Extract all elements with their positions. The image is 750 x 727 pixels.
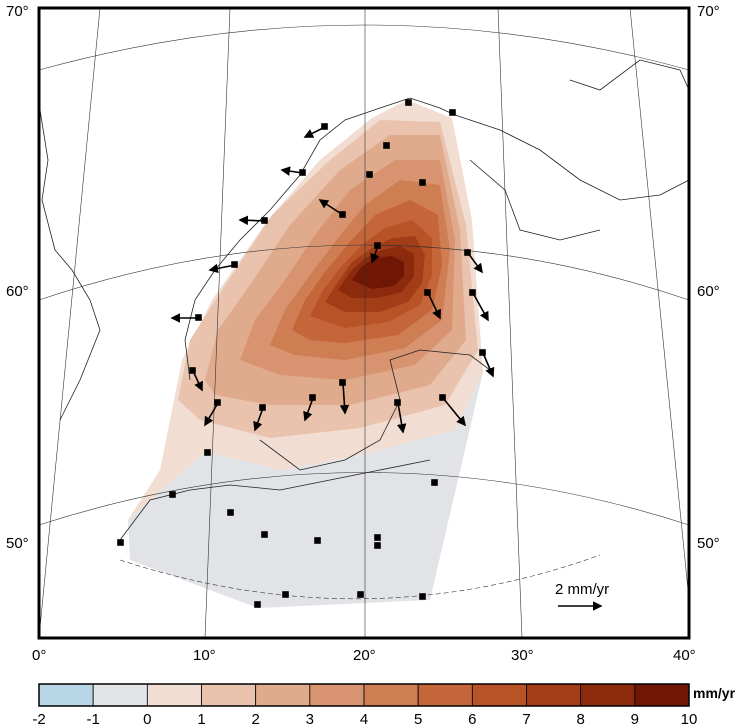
gps-station (318, 199, 346, 218)
map-frame (37, 6, 691, 640)
colorbar-bin (634, 683, 690, 707)
gps-station (419, 179, 426, 186)
lon-label-30: 30° (511, 647, 534, 664)
coast-east (569, 59, 690, 91)
gps-station (238, 215, 268, 226)
gps-station (204, 399, 221, 427)
gps-station (189, 367, 203, 392)
gps-station (357, 591, 364, 598)
colorbar-tick-label: 9 (631, 711, 639, 727)
coast-white-sea (469, 159, 601, 241)
parallel-70 (38, 24, 690, 71)
gps-station (282, 591, 289, 598)
gps-station (439, 394, 467, 427)
gps-station (405, 99, 412, 106)
coast-kola (454, 114, 690, 201)
colorbar-tick-label: 3 (306, 711, 314, 727)
lon-axis-labels: 0° 10° 20° 30° 40° (32, 647, 696, 664)
gps-station (261, 531, 268, 538)
colorbar-tick-label: 8 (576, 711, 584, 727)
gps-station (254, 601, 261, 608)
colorbar-tick-label: 2 (251, 711, 259, 727)
colorbar-tick-label: 10 (681, 711, 698, 727)
colorbar: -2 -1 0 1 2 3 4 5 6 7 8 9 10 (32, 683, 698, 727)
colorbar-tick-label: -2 (32, 711, 45, 727)
lon-label-20: 20° (353, 647, 376, 664)
colorbar-bin (580, 683, 636, 707)
lat-left-60: 60° (6, 283, 29, 300)
colorbar-bin (363, 683, 419, 707)
scale-bar: 2 mm/yr (555, 581, 609, 611)
colorbar-tick-label: 4 (360, 711, 368, 727)
colorbar-tick-label: 0 (143, 711, 151, 727)
colorbar-bin (146, 683, 202, 707)
gps-station (303, 394, 316, 422)
gps-station (227, 509, 234, 516)
gps-station (469, 289, 489, 322)
colorbar-bin (255, 683, 311, 707)
gps-station (370, 242, 381, 264)
colorbar-tick-label: 7 (522, 711, 530, 727)
colorbar-bin (309, 683, 365, 707)
gps-station (208, 261, 238, 274)
colorbar-tick-label: 1 (197, 711, 205, 727)
colorbar-bin (92, 683, 148, 707)
gps-station (253, 404, 266, 432)
lat-right-70: 70° (697, 3, 720, 20)
colorbar-bin (417, 683, 473, 707)
colorbar-bin (526, 683, 582, 707)
lat-right-60: 60° (697, 283, 720, 300)
gps-station (479, 349, 495, 378)
colorbar-bin (471, 683, 527, 707)
gps-station (464, 249, 483, 274)
parallel-50 (38, 472, 690, 526)
gps-station (339, 379, 350, 415)
lat-left-70: 70° (6, 3, 29, 20)
contour-neutral (128, 372, 483, 608)
lon-label-0: 0° (32, 647, 46, 664)
gps-station (424, 289, 441, 320)
gps-station (169, 491, 176, 498)
coast-poland (119, 459, 431, 541)
gps-station (374, 542, 381, 549)
colorbar-bin (38, 683, 94, 707)
colorbar-tick-label: -1 (86, 711, 99, 727)
colorbar-tick-label: 6 (468, 711, 476, 727)
lon-label-40: 40° (673, 647, 696, 664)
uplift-contours (128, 100, 483, 608)
meridian-40 (629, 7, 690, 601)
gps-station (280, 166, 306, 176)
colorbar-tick-label: 5 (414, 711, 422, 727)
gps-station (431, 479, 438, 486)
gps-station (204, 449, 211, 456)
lon-label-10: 10° (193, 647, 216, 664)
gps-station (383, 142, 390, 149)
meridian-0 (38, 7, 101, 639)
parallel-60 (38, 244, 690, 301)
gps-station (314, 537, 321, 544)
coast-britain (39, 109, 101, 421)
gps-station (394, 399, 407, 434)
scale-bar-label: 2 mm/yr (555, 581, 609, 598)
meridian-30 (497, 7, 523, 639)
gps-station (449, 109, 456, 116)
gps-station (170, 313, 202, 323)
gps-station (374, 534, 381, 541)
gps-station (303, 123, 328, 138)
lat-axis-labels-right: 50° 60° 70° (697, 3, 720, 552)
colorbar-frame (38, 683, 690, 707)
lat-left-50: 50° (6, 535, 29, 552)
gps-vectors (117, 99, 495, 608)
gps-station (419, 593, 426, 600)
gps-station (117, 539, 124, 546)
meridian-10 (204, 7, 231, 639)
colorbar-unit: mm/yr (693, 685, 736, 701)
lat-axis-labels-left: 50° 60° 70° (6, 3, 29, 552)
gps-station (366, 171, 373, 178)
lat-right-50: 50° (697, 535, 720, 552)
colorbar-bin (201, 683, 257, 707)
